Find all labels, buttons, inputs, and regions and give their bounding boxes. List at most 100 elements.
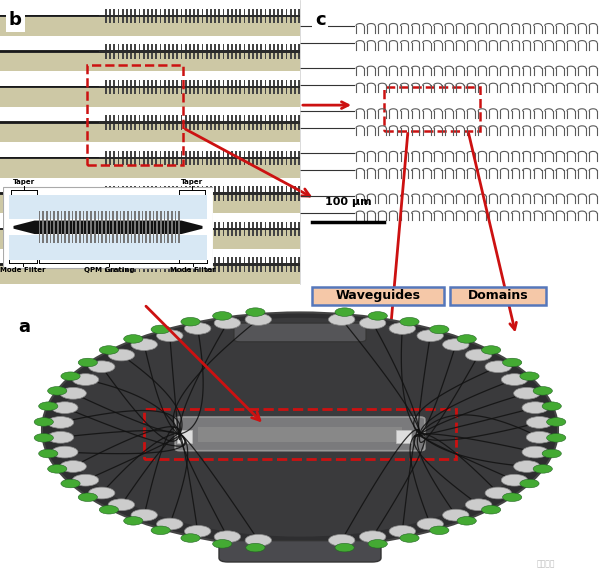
Bar [151,53,153,59]
Bar [244,150,245,157]
Bar [181,115,182,121]
Bar [273,150,275,157]
Bar [290,257,292,263]
Bar [139,159,140,165]
Bar [126,88,128,94]
Bar [155,266,157,272]
Bar [244,222,245,228]
Circle shape [151,526,170,534]
Bar [113,159,115,165]
Circle shape [108,499,134,511]
Bar [290,123,292,130]
Bar [151,44,153,51]
Bar [118,53,119,59]
Circle shape [184,323,211,334]
Bar [134,230,136,236]
Bar [151,230,153,236]
Bar [130,88,132,94]
Bar [227,186,229,192]
FancyBboxPatch shape [234,323,366,342]
Bar [172,44,174,51]
Bar [244,88,245,94]
Bar [164,17,166,24]
Bar [206,53,208,59]
Bar [122,257,124,263]
Bar [139,115,140,121]
Bar [113,123,115,130]
Text: c: c [315,11,326,29]
Bar [256,230,258,236]
Bar [118,222,119,228]
Bar [244,195,245,201]
Bar [189,222,191,228]
Bar [172,222,174,228]
Bar [269,257,271,263]
Bar [143,195,145,201]
Bar [176,9,178,15]
Bar [181,80,182,86]
Bar [294,44,296,51]
Bar [269,230,271,236]
Bar [298,88,300,94]
Bar [134,186,136,192]
Circle shape [457,335,476,343]
Bar [202,9,203,15]
Bar [193,44,195,51]
Bar [151,159,153,165]
Bar [210,9,212,15]
Circle shape [526,417,553,428]
Bar [286,80,287,86]
Bar [105,195,107,201]
Bar [231,230,233,236]
Circle shape [246,308,265,316]
Bar [160,44,161,51]
Bar [286,123,287,130]
Bar [269,88,271,94]
Circle shape [214,317,241,329]
Bar [277,115,279,121]
Circle shape [389,323,416,334]
Bar [302,230,304,236]
Bar [248,222,250,228]
Bar [252,44,254,51]
Bar [139,257,140,263]
Bar [206,17,208,24]
Bar [143,88,145,94]
Bar [197,9,199,15]
Bar [218,115,220,121]
Bar [302,123,304,130]
Bar [185,186,187,192]
Bar [130,230,132,236]
Bar [273,88,275,94]
Bar [126,150,128,157]
Bar [181,257,182,263]
Circle shape [359,317,386,329]
Bar [189,159,191,165]
Bar [139,186,140,192]
Circle shape [151,325,170,333]
Circle shape [108,349,134,361]
Bar [252,115,254,121]
Bar [239,230,241,236]
Circle shape [400,317,419,326]
Bar [260,257,262,263]
Bar [105,159,107,165]
Bar [269,9,271,15]
Bar [248,88,250,94]
Bar [172,88,174,94]
Bar [155,88,157,94]
Bar [290,53,292,59]
Bar [109,88,111,94]
Bar [87,65,183,165]
Bar [126,195,128,201]
Bar [231,44,233,51]
Bar [244,17,245,24]
Bar [147,159,149,165]
Bar [122,115,124,121]
Circle shape [522,446,548,458]
Bar [214,80,216,86]
Bar [189,195,191,201]
Bar [147,230,149,236]
Bar [281,257,283,263]
Bar [181,88,182,94]
